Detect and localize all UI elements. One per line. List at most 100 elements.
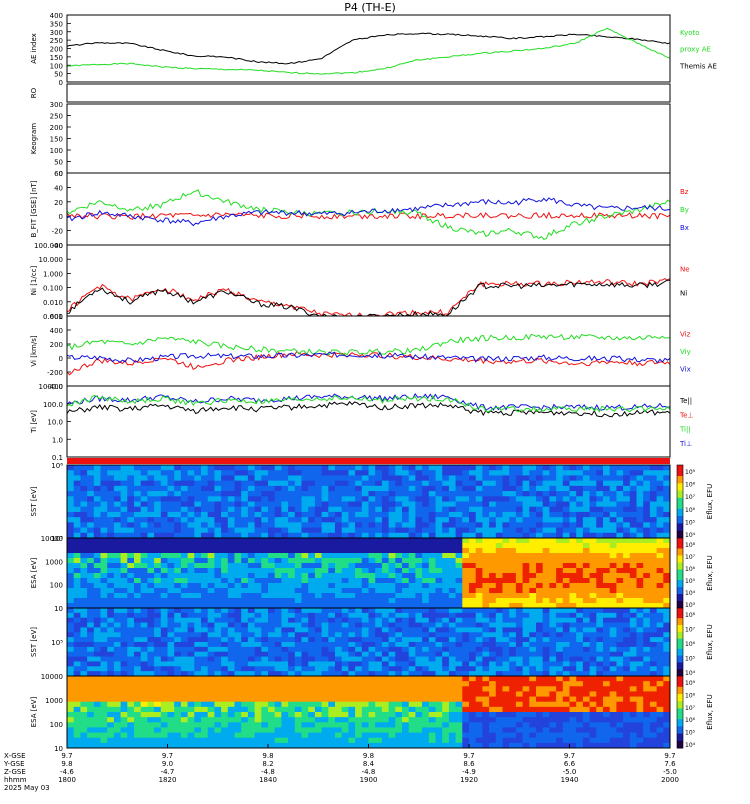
heatmap-cell [556, 486, 563, 492]
heatmap-cell [342, 563, 349, 568]
heatmap-cell [342, 642, 349, 647]
heatmap-cell [583, 543, 590, 548]
heatmap-cell [214, 676, 221, 682]
heatmap-cell [570, 652, 577, 657]
heatmap-cell [255, 563, 262, 568]
heatmap-cell [107, 652, 114, 657]
heatmap-cell [570, 573, 577, 578]
heatmap-cell [610, 543, 617, 548]
heatmap-cell [476, 661, 483, 666]
heatmap-cell [415, 613, 422, 618]
heatmap-cell [114, 637, 121, 642]
heatmap-cell [342, 647, 349, 652]
heatmap-cell [121, 697, 128, 703]
heatmap-cell [449, 627, 456, 632]
heatmap-cell [168, 652, 175, 657]
heatmap-cell [456, 707, 463, 713]
heatmap-cell [154, 717, 161, 723]
heatmap-cell [348, 470, 355, 476]
heatmap-cell [235, 481, 242, 487]
heatmap-cell [308, 507, 315, 513]
heatmap-cell [154, 637, 161, 642]
heatmap-cell [610, 486, 617, 492]
heatmap-cell [261, 681, 268, 687]
heatmap-cell [402, 623, 409, 628]
heatmap-cell [496, 465, 503, 471]
heatmap-cell [429, 507, 436, 513]
heatmap-cell [482, 652, 489, 657]
heatmap-cell [556, 598, 563, 603]
heatmap-cell [536, 502, 543, 508]
heatmap-cell [543, 465, 550, 471]
heatmap-cell [516, 553, 523, 558]
heatmap-cell [369, 681, 376, 687]
heatmap-cell [134, 588, 141, 593]
heatmap-cell [228, 496, 235, 502]
heatmap-cell [348, 465, 355, 471]
heatmap-cell [409, 652, 416, 657]
heatmap-cell [637, 470, 644, 476]
heatmap-cell [496, 647, 503, 652]
heatmap-cell [208, 661, 215, 666]
heatmap-cell [261, 470, 268, 476]
heatmap-cell [141, 733, 148, 739]
heatmap-cell [382, 573, 389, 578]
y-tick-label: 10.0 [47, 419, 63, 427]
heatmap-cell [141, 627, 148, 632]
heatmap-cell [147, 652, 154, 657]
heatmap-cell [161, 583, 168, 588]
heatmap-cell [570, 623, 577, 628]
heatmap-cell [67, 538, 74, 543]
colorbar-tick-label: 10³ [685, 602, 696, 609]
heatmap-cell [516, 642, 523, 647]
heatmap-cell [489, 727, 496, 733]
heatmap-cell [134, 618, 141, 623]
y-tick-label: 100 [50, 147, 63, 155]
heatmap-cell [174, 481, 181, 487]
heatmap-cell [281, 528, 288, 534]
heatmap-cell [134, 598, 141, 603]
heatmap-cell [402, 496, 409, 502]
heatmap-cell [295, 712, 302, 718]
heatmap-cell [429, 491, 436, 497]
heatmap-cell [67, 512, 74, 518]
heatmap-cell [275, 465, 282, 471]
heatmap-cell [509, 470, 516, 476]
heatmap-cell [295, 548, 302, 553]
colorbar-step [677, 491, 683, 495]
heatmap-cell [362, 727, 369, 733]
heatmap-cell [308, 553, 315, 558]
heatmap-cell [208, 727, 215, 733]
heatmap-cell [650, 470, 657, 476]
heatmap-cell [174, 543, 181, 548]
heatmap-cell [127, 517, 134, 523]
heatmap-cell [509, 623, 516, 628]
heatmap-cell [409, 543, 416, 548]
heatmap-cell [563, 588, 570, 593]
y-axis-label-roi: RO [30, 87, 38, 98]
heatmap-cell [650, 481, 657, 487]
heatmap-cell [529, 666, 536, 671]
heatmap-cell [101, 676, 108, 682]
heatmap-cell [556, 543, 563, 548]
heatmap-cell [543, 512, 550, 518]
heatmap-cell [429, 722, 436, 728]
heatmap-cell [643, 486, 650, 492]
heatmap-cell [643, 538, 650, 543]
heatmap-cell [288, 512, 295, 518]
heatmap-cell [268, 470, 275, 476]
heatmap-cell [549, 588, 556, 593]
heatmap-cell [302, 496, 309, 502]
heatmap-cell [549, 465, 556, 471]
heatmap-cell [369, 666, 376, 671]
heatmap-cell [342, 578, 349, 583]
heatmap-cell [174, 522, 181, 528]
heatmap-cell [362, 522, 369, 528]
heatmap-cell [402, 558, 409, 563]
heatmap-cell [181, 528, 188, 534]
heatmap-cell [429, 691, 436, 697]
heatmap-cell [308, 702, 315, 708]
heatmap-cell [603, 652, 610, 657]
heatmap-cell [355, 707, 362, 713]
